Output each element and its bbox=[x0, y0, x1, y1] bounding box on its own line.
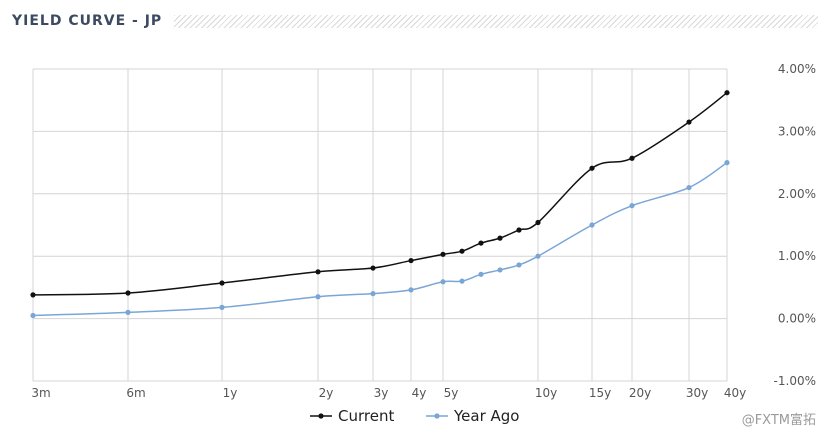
legend-marker-current bbox=[318, 413, 324, 419]
legend-label-year-ago: Year Ago bbox=[453, 407, 520, 425]
x-tick-label: 4y bbox=[412, 386, 427, 400]
data-point-current bbox=[724, 90, 730, 96]
data-point-year-ago bbox=[440, 279, 446, 285]
data-point-year-ago bbox=[408, 287, 414, 293]
x-tick-label: 3m bbox=[31, 386, 50, 400]
legend-marker-year-ago bbox=[434, 413, 440, 419]
data-point-current bbox=[478, 240, 484, 246]
data-point-year-ago bbox=[589, 222, 595, 228]
data-point-current bbox=[629, 155, 635, 161]
x-tick-label: 5y bbox=[444, 386, 459, 400]
y-tick-label: 4.00% bbox=[778, 62, 816, 76]
x-tick-label: 3y bbox=[374, 386, 389, 400]
x-tick-label: 2y bbox=[319, 386, 334, 400]
data-point-current bbox=[686, 119, 692, 125]
data-point-current bbox=[497, 235, 503, 241]
data-point-year-ago bbox=[516, 262, 522, 268]
data-point-year-ago bbox=[125, 309, 131, 315]
data-point-year-ago bbox=[497, 267, 503, 273]
chart-title: YIELD CURVE - JP bbox=[12, 13, 163, 29]
data-point-current bbox=[589, 165, 595, 171]
y-tick-label: 1.00% bbox=[778, 249, 816, 263]
data-point-current bbox=[516, 227, 522, 233]
data-point-year-ago bbox=[535, 253, 541, 259]
data-point-current bbox=[440, 251, 446, 257]
data-point-current bbox=[370, 265, 376, 271]
data-point-year-ago bbox=[629, 203, 635, 209]
x-tick-label: 6m bbox=[126, 386, 145, 400]
data-point-year-ago bbox=[459, 278, 465, 284]
data-point-current bbox=[219, 280, 225, 286]
data-point-current bbox=[408, 257, 414, 264]
data-point-current bbox=[125, 290, 131, 296]
data-point-year-ago bbox=[30, 312, 36, 319]
data-point-current bbox=[30, 292, 36, 298]
header-hatch-decoration bbox=[174, 15, 818, 28]
data-point-year-ago bbox=[724, 160, 730, 166]
data-point-year-ago bbox=[478, 271, 484, 277]
legend-label-current: Current bbox=[338, 407, 394, 425]
data-point-year-ago bbox=[219, 304, 225, 310]
y-tick-label: -1.00% bbox=[774, 374, 816, 388]
x-tick-label: 1y bbox=[223, 386, 238, 400]
x-tick-label: 40y bbox=[724, 386, 746, 400]
y-tick-label: 0.00% bbox=[778, 312, 816, 326]
x-tick-label: 30y bbox=[686, 386, 708, 400]
data-point-current bbox=[459, 248, 465, 254]
data-point-year-ago bbox=[370, 291, 376, 297]
y-tick-label: 2.00% bbox=[778, 187, 816, 201]
series-line-current bbox=[32, 92, 728, 296]
x-tick-label: 10y bbox=[535, 386, 557, 400]
data-point-year-ago bbox=[686, 184, 692, 191]
data-point-current bbox=[315, 269, 321, 275]
chart-header: YIELD CURVE - JP bbox=[12, 10, 818, 32]
y-tick-label: 3.00% bbox=[778, 124, 816, 138]
x-tick-label: 15y bbox=[589, 386, 611, 400]
watermark-text: @FXTM富拓 bbox=[741, 413, 816, 428]
data-point-current bbox=[535, 219, 541, 226]
data-point-year-ago bbox=[315, 294, 321, 300]
x-tick-label: 20y bbox=[629, 386, 651, 400]
